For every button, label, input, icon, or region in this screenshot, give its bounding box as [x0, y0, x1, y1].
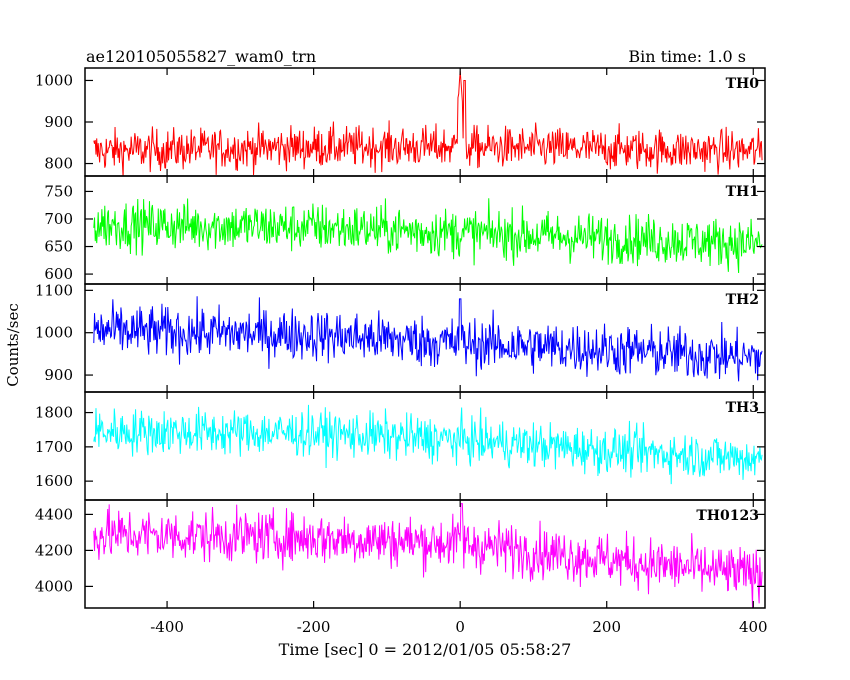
y-tick-label: 900 [44, 113, 73, 131]
x-tick-label: 200 [592, 618, 621, 636]
y-tick-label: 1600 [35, 472, 73, 490]
panel-frame [84, 67, 766, 177]
series-th2-line [93, 296, 763, 382]
x-tick-label: 400 [739, 618, 768, 636]
y-tick-label: 650 [44, 238, 73, 256]
y-tick-label: 1000 [35, 324, 73, 342]
bin-time-label: Bin time: 1.0 s [628, 47, 746, 66]
panel-frame [84, 499, 766, 609]
x-tick-label: 0 [455, 618, 465, 636]
panel-label-th2: TH2 [726, 292, 759, 308]
y-tick-label: 750 [44, 182, 73, 200]
series-th3-line [93, 404, 763, 485]
y-tick-label: 1700 [35, 438, 73, 456]
y-tick-label: 800 [44, 155, 73, 173]
x-axis-label: Time [sec] 0 = 2012/01/05 05:58:27 [279, 640, 572, 659]
panel-label-th1: TH1 [726, 184, 759, 200]
panel-th1: 600 650 700 750 TH1 [44, 175, 766, 285]
series-th0123-line [93, 503, 763, 608]
panel-frame [84, 391, 766, 501]
y-tick-label: 4400 [35, 505, 73, 523]
x-tick-label: -400 [150, 618, 184, 636]
series-th1-line [93, 198, 763, 274]
x-tick-label: -200 [297, 618, 331, 636]
y-tick-label: 700 [44, 210, 73, 228]
y-tick-label: 4200 [35, 541, 73, 559]
panel-th0: 800 900 1000 TH0 [35, 67, 766, 177]
x-axis: -400 -200 0 200 400 [150, 618, 767, 636]
series-th0-line [93, 71, 763, 176]
panel-th2: 900 1000 1100 TH2 [35, 281, 766, 393]
y-tick-label: 1000 [35, 71, 73, 89]
y-tick-label: 4000 [35, 577, 73, 595]
y-tick-label: 600 [44, 265, 73, 283]
panel-th0123: 4000 4200 4400 TH0123 [35, 499, 766, 609]
panel-th3: 1600 1700 1800 TH3 [35, 391, 766, 501]
y-tick-label: 1800 [35, 404, 73, 422]
y-tick-label: 1100 [35, 281, 73, 299]
y-axis-label: Counts/sec [4, 303, 22, 387]
panels: 800 900 1000 TH0 600 650 700 750 TH1 900 1000 1100 T… [35, 67, 766, 609]
panel-label-th0: TH0 [726, 76, 760, 92]
y-tick-label: 900 [44, 366, 73, 384]
chart-title: ae120105055827_wam0_trn [86, 47, 316, 66]
panel-label-th3: TH3 [726, 400, 759, 416]
panel-label-th0123: TH0123 [696, 508, 759, 524]
